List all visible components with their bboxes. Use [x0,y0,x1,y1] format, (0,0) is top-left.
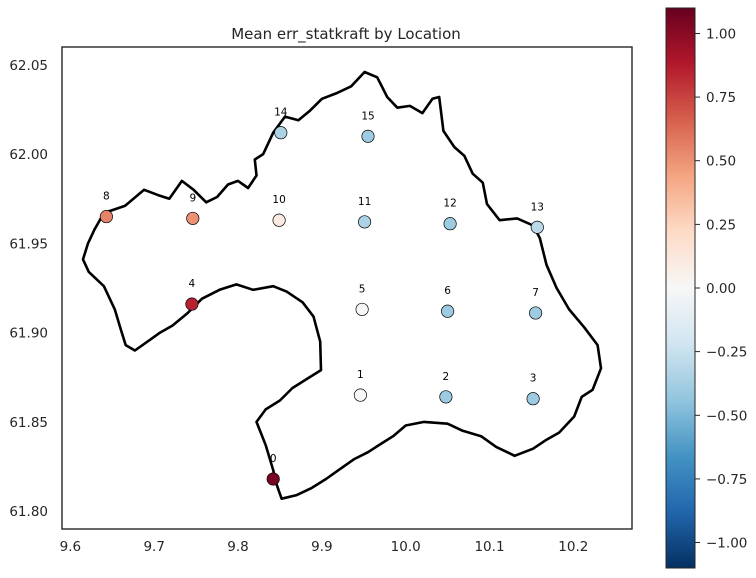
location-label-3: 3 [530,373,537,385]
location-label-5: 5 [359,283,366,295]
colorbar-tick-label: −0.25 [706,345,747,361]
location-label-4: 4 [189,278,196,290]
y-tick-label: 61.90 [9,326,48,342]
x-tick-label: 10.0 [391,539,421,555]
location-label-2: 2 [443,371,450,383]
location-label-9: 9 [189,192,196,204]
colorbar-tick-label: 0.00 [706,281,736,297]
region-boundary [81,70,603,500]
y-tick-label: 61.85 [9,415,48,431]
location-marker-12 [443,217,457,231]
location-label-7: 7 [532,287,539,299]
colorbar-tick-label: −0.75 [706,472,747,488]
location-label-15: 15 [361,110,374,122]
colorbar-gradient [665,7,696,569]
location-marker-7 [529,306,543,320]
chart-title: Mean err_statkraft by Location [231,25,461,44]
location-label-13: 13 [531,201,544,213]
colorbar-tick-label: 0.75 [706,90,736,106]
colorbar-tick-label: 0.50 [706,154,736,170]
y-tick-label: 62.05 [9,58,48,74]
location-label-8: 8 [103,191,110,203]
location-label-14: 14 [274,107,288,119]
location-label-12: 12 [443,198,456,210]
axes-frame [61,46,633,530]
location-marker-6 [441,304,455,318]
x-tick-label: 9.8 [227,539,248,555]
location-marker-5 [355,302,369,316]
y-tick-label: 62.00 [9,147,48,163]
x-tick-label: 10.1 [474,539,504,555]
location-label-0: 0 [270,453,277,465]
location-label-1: 1 [357,369,364,381]
location-marker-14 [274,126,288,140]
location-marker-0 [266,472,280,486]
colorbar: −1.00 −0.75 −0.50 −0.25 0.00 0.25 0.50 0.75 1.00 [665,7,747,569]
location-marker-1 [353,388,367,402]
colorbar-tick-label: 1.00 [706,27,736,43]
colorbar-tick-label: −1.00 [706,536,747,552]
colorbar-tick-label: −0.50 [706,408,747,424]
location-marker-11 [358,215,372,229]
x-tick-label: 9.9 [311,539,332,555]
location-marker-15 [361,129,375,143]
location-label-6: 6 [444,285,451,297]
x-tick-label: 9.6 [60,539,81,555]
location-label-10: 10 [272,194,285,206]
location-marker-4 [185,297,199,311]
location-marker-13 [530,220,544,234]
colorbar-tick-label: 0.25 [706,217,736,233]
location-marker-10 [272,213,286,227]
location-marker-3 [526,392,540,406]
location-marker-2 [439,390,453,404]
x-axis-ticks: 9.6 9.7 9.8 9.9 10.0 10.1 10.2 [60,539,589,555]
location-marker-8 [99,210,113,224]
y-tick-label: 61.95 [9,236,48,252]
location-markers [99,126,544,486]
y-axis-ticks: 61.80 61.85 61.90 61.95 62.00 62.05 [9,58,48,520]
y-tick-label: 61.80 [9,504,48,520]
x-tick-label: 10.2 [558,539,588,555]
colorbar-ticks: −1.00 −0.75 −0.50 −0.25 0.00 0.25 0.50 0.75 1.00 [695,27,747,552]
location-label-11: 11 [358,196,371,208]
x-tick-label: 9.7 [143,539,164,555]
location-marker-9 [186,211,200,225]
